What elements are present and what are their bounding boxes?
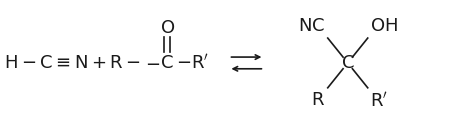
Text: $\mathsf{H-C{\equiv}N+R-}$: $\mathsf{H-C{\equiv}N+R-}$: [4, 54, 141, 72]
Text: $\mathsf{C}$: $\mathsf{C}$: [161, 54, 174, 72]
Text: $\mathsf{C}$: $\mathsf{C}$: [341, 54, 355, 72]
Text: $\mathsf{R}$: $\mathsf{R}$: [311, 91, 325, 109]
Text: $\mathsf{OH}$: $\mathsf{OH}$: [370, 17, 398, 35]
Text: $\mathsf{R'}$: $\mathsf{R'}$: [370, 91, 388, 110]
Text: $\mathsf{-}$: $\mathsf{-}$: [145, 54, 160, 72]
Text: $\mathsf{O}$: $\mathsf{O}$: [160, 19, 175, 37]
Text: $\mathsf{-R'}$: $\mathsf{-R'}$: [176, 53, 209, 72]
Text: $\mathsf{NC}$: $\mathsf{NC}$: [298, 17, 325, 35]
